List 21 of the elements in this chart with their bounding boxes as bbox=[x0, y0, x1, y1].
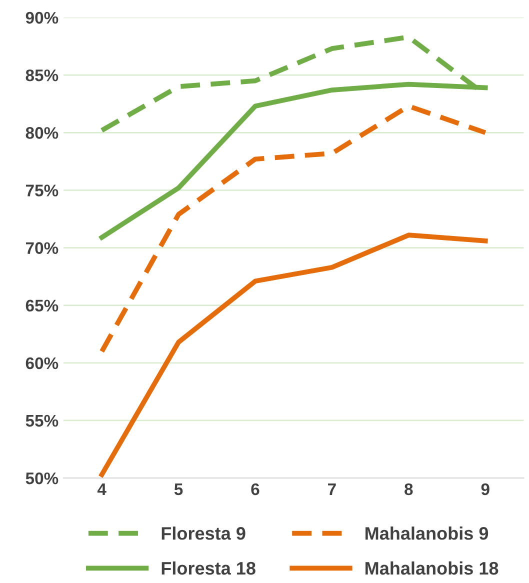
x-tick-label: 8 bbox=[404, 483, 413, 496]
y-tick-label: 75% bbox=[26, 184, 58, 196]
y-tick-label: 85% bbox=[26, 69, 58, 82]
x-tick-label: 5 bbox=[174, 484, 183, 496]
y-tick-label: 55% bbox=[26, 414, 58, 427]
y-tick-label: 70% bbox=[26, 242, 58, 254]
y-tick-label: 65% bbox=[26, 300, 58, 312]
legend-label: Mahalanobis 9 bbox=[366, 526, 488, 540]
line-series bbox=[99, 104, 488, 354]
legend-label: Mahalanobis 18 bbox=[366, 561, 498, 575]
x-tick-label: 9 bbox=[481, 483, 490, 496]
y-tick-label: 90% bbox=[26, 12, 58, 24]
legend-label: Floresta 9 bbox=[162, 526, 246, 540]
x-tick-label: 6 bbox=[251, 483, 260, 496]
y-tick-label: 80% bbox=[26, 127, 58, 139]
line-series bbox=[99, 232, 488, 478]
y-tick-label: 50% bbox=[26, 472, 58, 484]
legend-label: Floresta 18 bbox=[162, 561, 256, 575]
x-tick-label: 7 bbox=[328, 484, 336, 495]
y-tick-label: 60% bbox=[26, 357, 58, 370]
x-tick-label: 4 bbox=[97, 484, 106, 495]
